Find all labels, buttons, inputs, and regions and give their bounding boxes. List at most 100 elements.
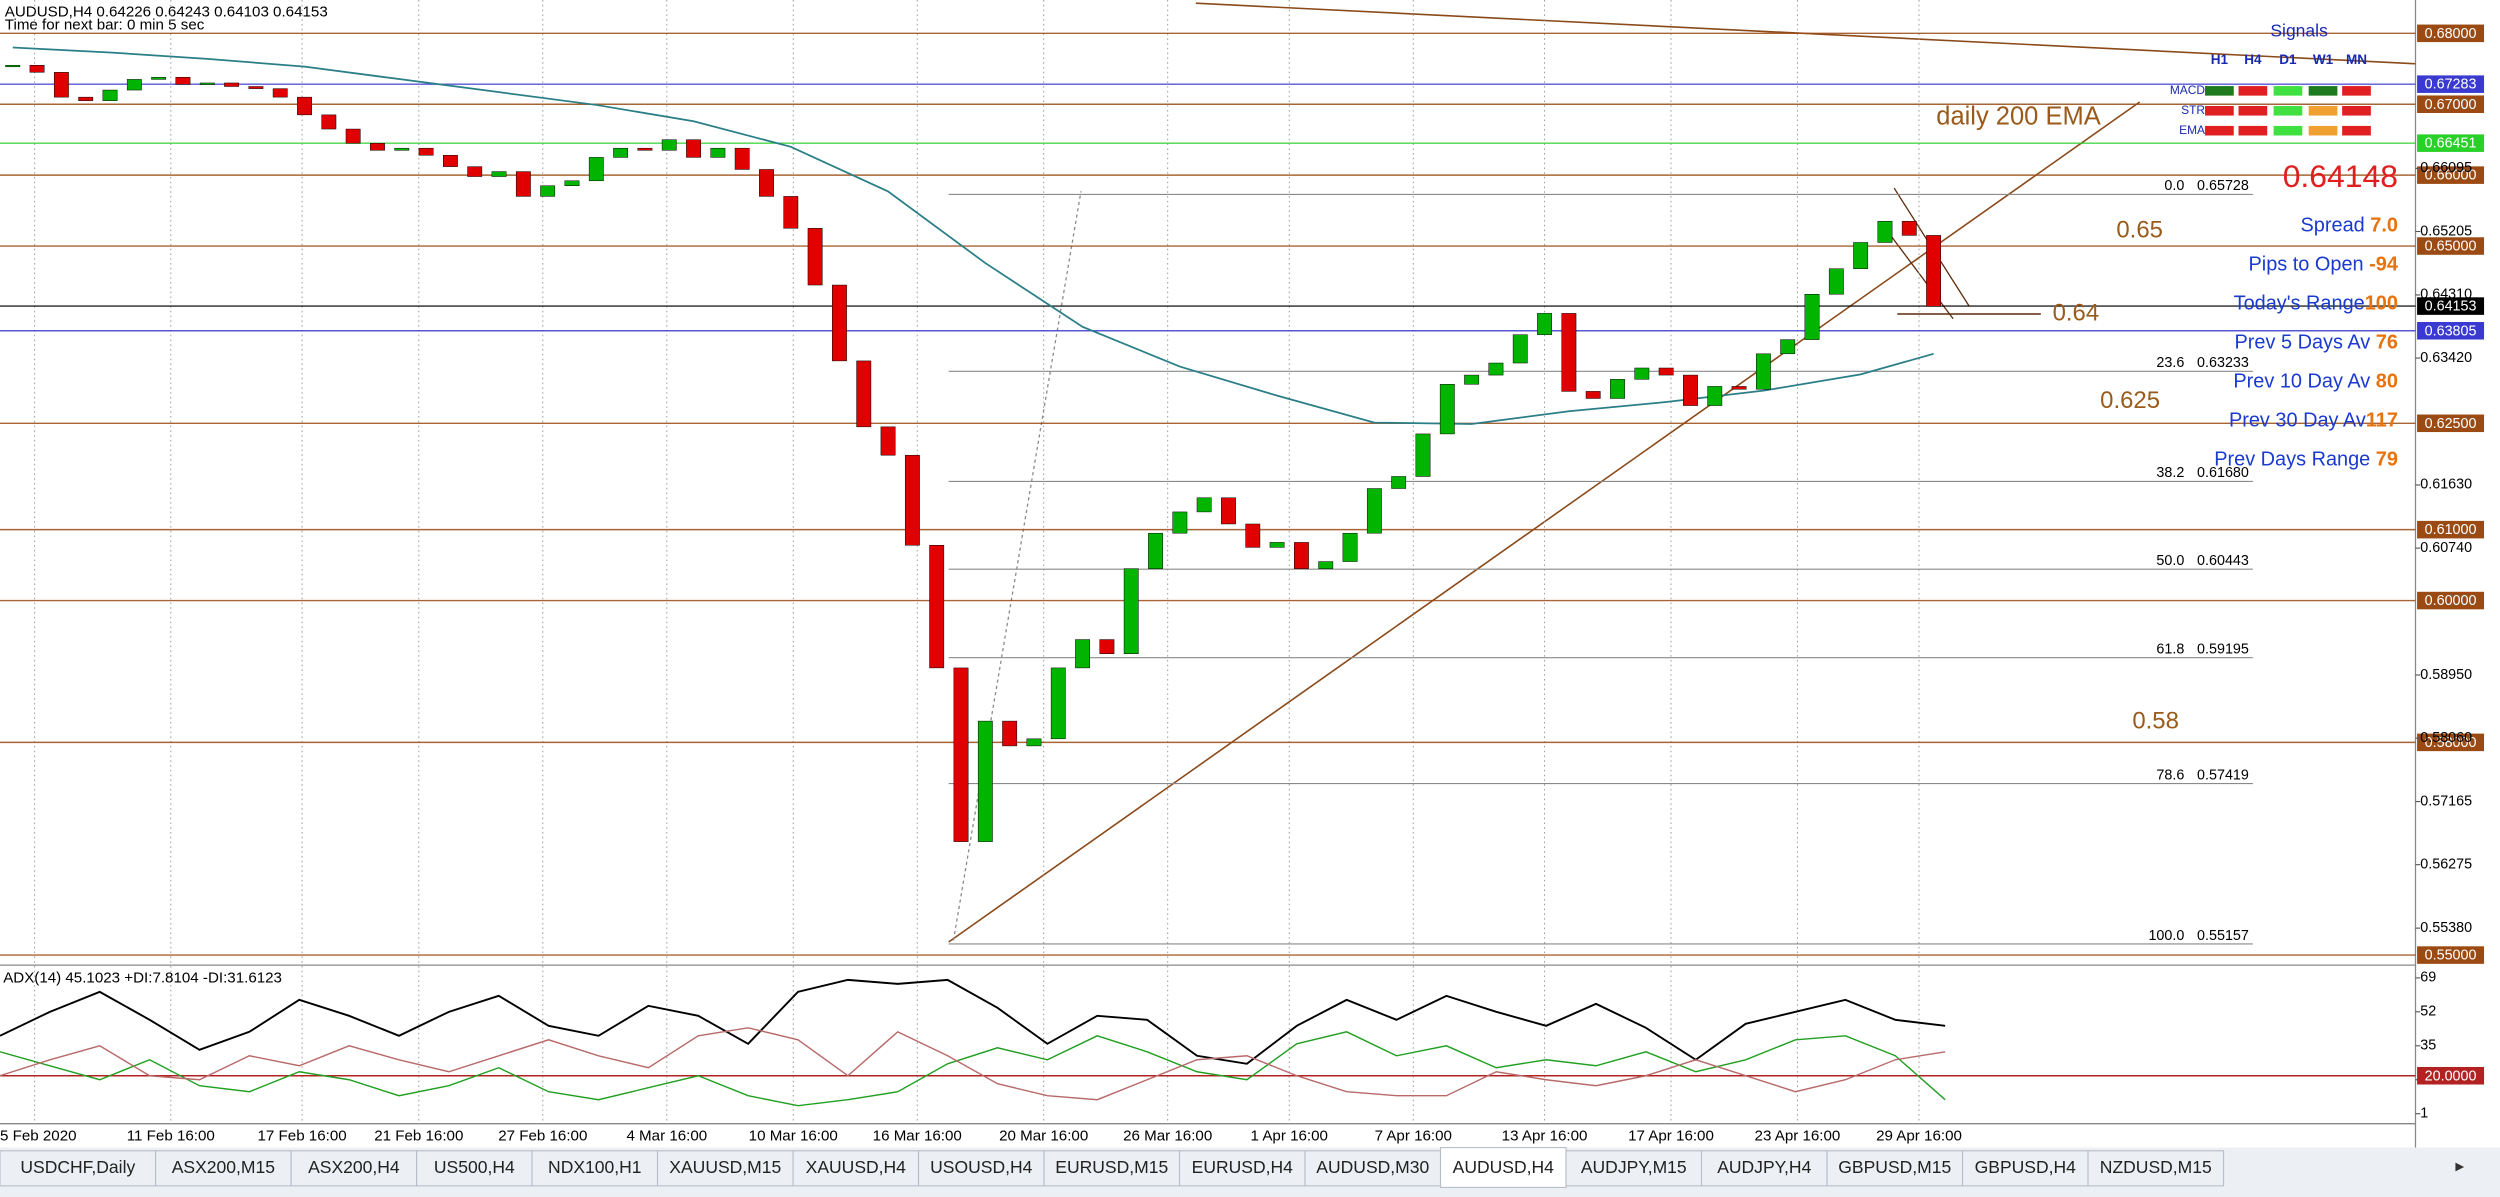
level-box: [2417, 591, 2485, 610]
symbol-tab-label[interactable]: XAUUSD,H4: [806, 1157, 907, 1177]
symbol-tab-label[interactable]: GBPUSD,M15: [1838, 1157, 1951, 1177]
symbol-tab-label[interactable]: USDCHF,Daily: [20, 1157, 135, 1177]
info-row: Spread 7.0: [2301, 215, 2398, 237]
candle: [443, 155, 458, 167]
symbol-tab[interactable]: [1178, 1150, 1306, 1187]
candle: [224, 82, 239, 87]
ema-line: [12, 46, 1934, 425]
y-tick-label: 0.61630: [2420, 477, 2472, 493]
symbol-tab[interactable]: [2087, 1150, 2225, 1187]
signal-box: [2205, 86, 2234, 96]
x-tick-label: 27 Feb 16:00: [498, 1127, 587, 1144]
symbol-tab-label[interactable]: AUDJPY,M15: [1581, 1157, 1687, 1177]
level-label: 0.66451: [2425, 136, 2477, 152]
annotation: 0.65: [2116, 216, 2163, 243]
symbol-tab-label[interactable]: EURUSD,H4: [1192, 1157, 1293, 1177]
x-tick-label: 13 Apr 16:00: [1502, 1127, 1588, 1144]
symbol-tab-label[interactable]: XAUUSD,M15: [669, 1157, 781, 1177]
channel-line: [1880, 222, 1954, 320]
signal-box: [2273, 105, 2303, 116]
candle: [248, 86, 264, 89]
candle: [977, 720, 993, 842]
symbol-tab[interactable]: [531, 1150, 659, 1187]
candle: [394, 147, 410, 151]
signal-box: [2342, 105, 2371, 116]
symbol-tab[interactable]: [792, 1150, 920, 1187]
candle: [759, 169, 774, 197]
candle: [1002, 720, 1018, 747]
symbol-tab-label[interactable]: US500,H4: [434, 1157, 515, 1177]
adx-level-label: 20.0000: [2425, 1068, 2477, 1084]
symbol-tab-label[interactable]: ASX200,H4: [308, 1157, 400, 1177]
info-label: Prev 10 Day Av: [2233, 371, 2375, 393]
info-label: Prev Days Range: [2214, 449, 2376, 471]
symbol-tab[interactable]: [1304, 1150, 1442, 1187]
candle: [734, 147, 750, 170]
candle: [953, 667, 969, 842]
level-box: [2417, 1066, 2485, 1085]
symbol-tab-label[interactable]: ASX200,M15: [172, 1157, 275, 1177]
symbol-line: AUDUSD,H4 0.64226 0.64243 0.64103 0.6415…: [5, 4, 328, 21]
x-tick-label: 20 Mar 16:00: [999, 1127, 1088, 1144]
fib-ratio: 38.2: [2156, 465, 2184, 481]
adx-line: [0, 1027, 1946, 1101]
x-tick-label: 21 Feb 16:00: [374, 1127, 463, 1144]
symbol-tab-label[interactable]: AUDJPY,H4: [1717, 1157, 1811, 1177]
x-tick-label: 7 Apr 16:00: [1375, 1127, 1452, 1144]
adx-title: ADX(14) 45.1023 +DI:7.8104 -DI:31.6123: [3, 970, 282, 987]
symbol-tab-label[interactable]: AUDUSD,M30: [1316, 1157, 1429, 1177]
symbol-tab-label[interactable]: USOUSD,H4: [930, 1157, 1032, 1177]
fib-price: 0.65728: [2197, 178, 2249, 194]
x-tick-label: 17 Feb 16:00: [258, 1127, 347, 1144]
fib-price: 0.55157: [2197, 928, 2249, 944]
symbol-tab[interactable]: [0, 1150, 157, 1187]
level-label: 0.60000: [2425, 593, 2477, 609]
symbol-tab-label[interactable]: AUDUSD,H4: [1453, 1157, 1554, 1177]
candle: [53, 72, 69, 98]
candle: [1026, 738, 1042, 747]
level-label: 0.62500: [2425, 416, 2477, 432]
y-tick-label: 0.58950: [2420, 667, 2472, 683]
x-tick-label: 10 Mar 16:00: [749, 1127, 838, 1144]
info-row: Prev Days Range 79: [2214, 449, 2398, 471]
level-box: [2417, 733, 2485, 752]
level-box: [2417, 95, 2485, 113]
symbol-tab-label[interactable]: EURUSD,M15: [1055, 1157, 1168, 1177]
symbol-tab[interactable]: [656, 1150, 794, 1187]
level-box: [2417, 134, 2485, 152]
bar-timer: Time for next bar: 0 min 5 sec: [5, 17, 205, 34]
fib-ratio: 100.0: [2148, 928, 2184, 944]
symbol-tab[interactable]: [1043, 1150, 1181, 1187]
signal-column: W1: [2313, 52, 2334, 67]
symbol-tab[interactable]: [1961, 1150, 2089, 1187]
candle: [1391, 476, 1407, 489]
symbol-tab-label[interactable]: GBPUSD,H4: [1975, 1157, 2077, 1177]
candle: [661, 139, 677, 151]
fib-price: 0.57419: [2197, 767, 2249, 783]
signals-title: Signals: [2270, 21, 2328, 41]
fib-ratio: 78.6: [2156, 767, 2184, 783]
symbol-tab[interactable]: [155, 1150, 292, 1187]
signal-box: [2308, 125, 2338, 136]
candle: [1172, 511, 1188, 534]
symbol-tab[interactable]: [917, 1150, 1045, 1187]
info-label: Prev 30 Day Av: [2229, 410, 2366, 432]
level-box: [2417, 24, 2485, 43]
signal-box: [2238, 86, 2268, 96]
level-label: 0.65000: [2425, 239, 2477, 255]
candle: [1512, 334, 1528, 364]
candle: [1804, 294, 1820, 340]
symbol-tab-label[interactable]: NDX100,H1: [548, 1157, 641, 1177]
candle: [1294, 542, 1309, 569]
tab-scroll[interactable]: ▸: [2455, 1155, 2464, 1175]
candle: [272, 88, 288, 98]
y-tick-label: 0.65205: [2420, 223, 2472, 239]
info-value: 117: [2366, 410, 2398, 432]
y-tick-label: 0.55380: [2420, 920, 2472, 936]
symbol-tab[interactable]: [1700, 1150, 1828, 1187]
adx-line: [0, 1031, 1946, 1107]
level-label: 0.67283: [2425, 77, 2477, 93]
symbol-tab-label[interactable]: NZDUSD,M15: [2100, 1157, 2212, 1177]
candle: [345, 128, 361, 144]
signal-column: D1: [2279, 52, 2297, 67]
